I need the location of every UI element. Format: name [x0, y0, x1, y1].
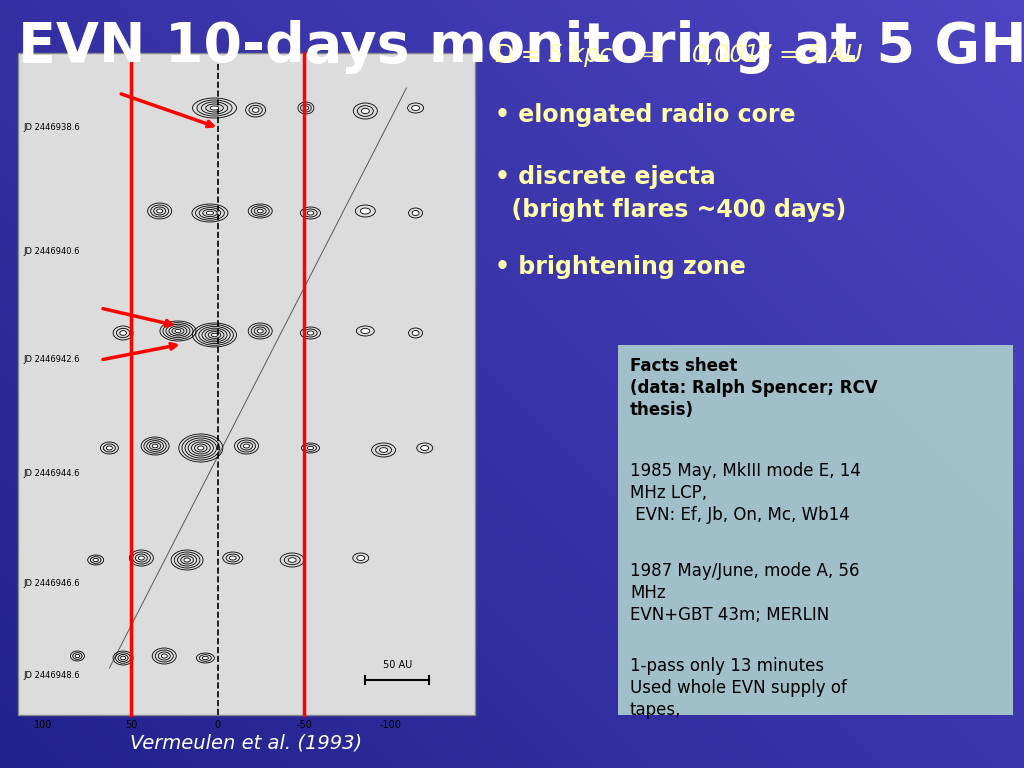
- Ellipse shape: [303, 106, 308, 110]
- Text: EVN 10-days monitoring at 5 GHz, 1987: EVN 10-days monitoring at 5 GHz, 1987: [18, 20, 1024, 74]
- Ellipse shape: [210, 106, 219, 110]
- Text: 0: 0: [215, 720, 221, 730]
- Text: JD 2446944.6: JD 2446944.6: [23, 468, 80, 478]
- Ellipse shape: [203, 657, 208, 660]
- Ellipse shape: [229, 556, 237, 560]
- Text: JD 2446940.6: JD 2446940.6: [23, 247, 80, 256]
- Ellipse shape: [207, 211, 214, 215]
- Ellipse shape: [360, 329, 370, 333]
- Text: -100: -100: [380, 720, 401, 730]
- Ellipse shape: [198, 446, 204, 450]
- Ellipse shape: [412, 330, 419, 336]
- Ellipse shape: [257, 329, 263, 333]
- Ellipse shape: [184, 558, 190, 562]
- Ellipse shape: [157, 209, 163, 213]
- Bar: [618, 345, 1013, 715]
- Text: 100: 100: [34, 720, 52, 730]
- Ellipse shape: [138, 556, 144, 560]
- Text: 1-pass only 13 minutes
Used whole EVN supply of
tapes,: 1-pass only 13 minutes Used whole EVN su…: [630, 657, 847, 720]
- Ellipse shape: [288, 558, 296, 562]
- Ellipse shape: [121, 656, 126, 660]
- Ellipse shape: [120, 331, 126, 336]
- Ellipse shape: [244, 444, 250, 448]
- Ellipse shape: [252, 108, 259, 112]
- Ellipse shape: [175, 329, 181, 333]
- Text: Vermeulen et al. (1993): Vermeulen et al. (1993): [130, 733, 362, 753]
- Ellipse shape: [412, 210, 419, 216]
- Ellipse shape: [211, 333, 218, 336]
- Ellipse shape: [307, 331, 313, 335]
- Ellipse shape: [360, 208, 371, 214]
- Ellipse shape: [307, 446, 313, 450]
- Bar: [18, 53, 475, 715]
- Text: JD 2446942.6: JD 2446942.6: [23, 356, 80, 365]
- Ellipse shape: [75, 654, 80, 657]
- Text: • elongated radio core: • elongated radio core: [495, 103, 796, 127]
- Ellipse shape: [380, 448, 388, 452]
- Ellipse shape: [153, 444, 158, 448]
- Text: JD 2446938.6: JD 2446938.6: [23, 124, 80, 133]
- Text: 50: 50: [125, 720, 137, 730]
- Ellipse shape: [421, 445, 429, 451]
- Ellipse shape: [356, 555, 365, 561]
- Text: JD 2446946.6: JD 2446946.6: [23, 578, 80, 588]
- Text: 1985 May, MkIII mode E, 14
MHz LCP,
 EVN: Ef, Jb, On, Mc, Wb14: 1985 May, MkIII mode E, 14 MHz LCP, EVN:…: [630, 462, 861, 525]
- Text: -50: -50: [296, 720, 312, 730]
- Ellipse shape: [106, 446, 113, 450]
- Text: JD 2446948.6: JD 2446948.6: [23, 670, 80, 680]
- Ellipse shape: [257, 209, 263, 213]
- Text: D = 5 kpc    ⇒    0,001” = 5 AU: D = 5 kpc ⇒ 0,001” = 5 AU: [495, 43, 862, 67]
- Ellipse shape: [412, 105, 420, 111]
- Text: • brightening zone: • brightening zone: [495, 255, 745, 279]
- Text: Facts sheet
(data: Ralph Spencer; RCV
thesis): Facts sheet (data: Ralph Spencer; RCV th…: [630, 357, 878, 419]
- Ellipse shape: [93, 558, 98, 561]
- Ellipse shape: [307, 211, 313, 215]
- Text: • discrete ejecta
  (bright flares ~400 days): • discrete ejecta (bright flares ~400 da…: [495, 165, 846, 223]
- Ellipse shape: [161, 654, 167, 658]
- Ellipse shape: [361, 108, 370, 114]
- Text: 1987 May/June, mode A, 56
MHz
EVN+GBT 43m; MERLIN: 1987 May/June, mode A, 56 MHz EVN+GBT 43…: [630, 562, 859, 624]
- Text: 50 AU: 50 AU: [383, 660, 412, 670]
